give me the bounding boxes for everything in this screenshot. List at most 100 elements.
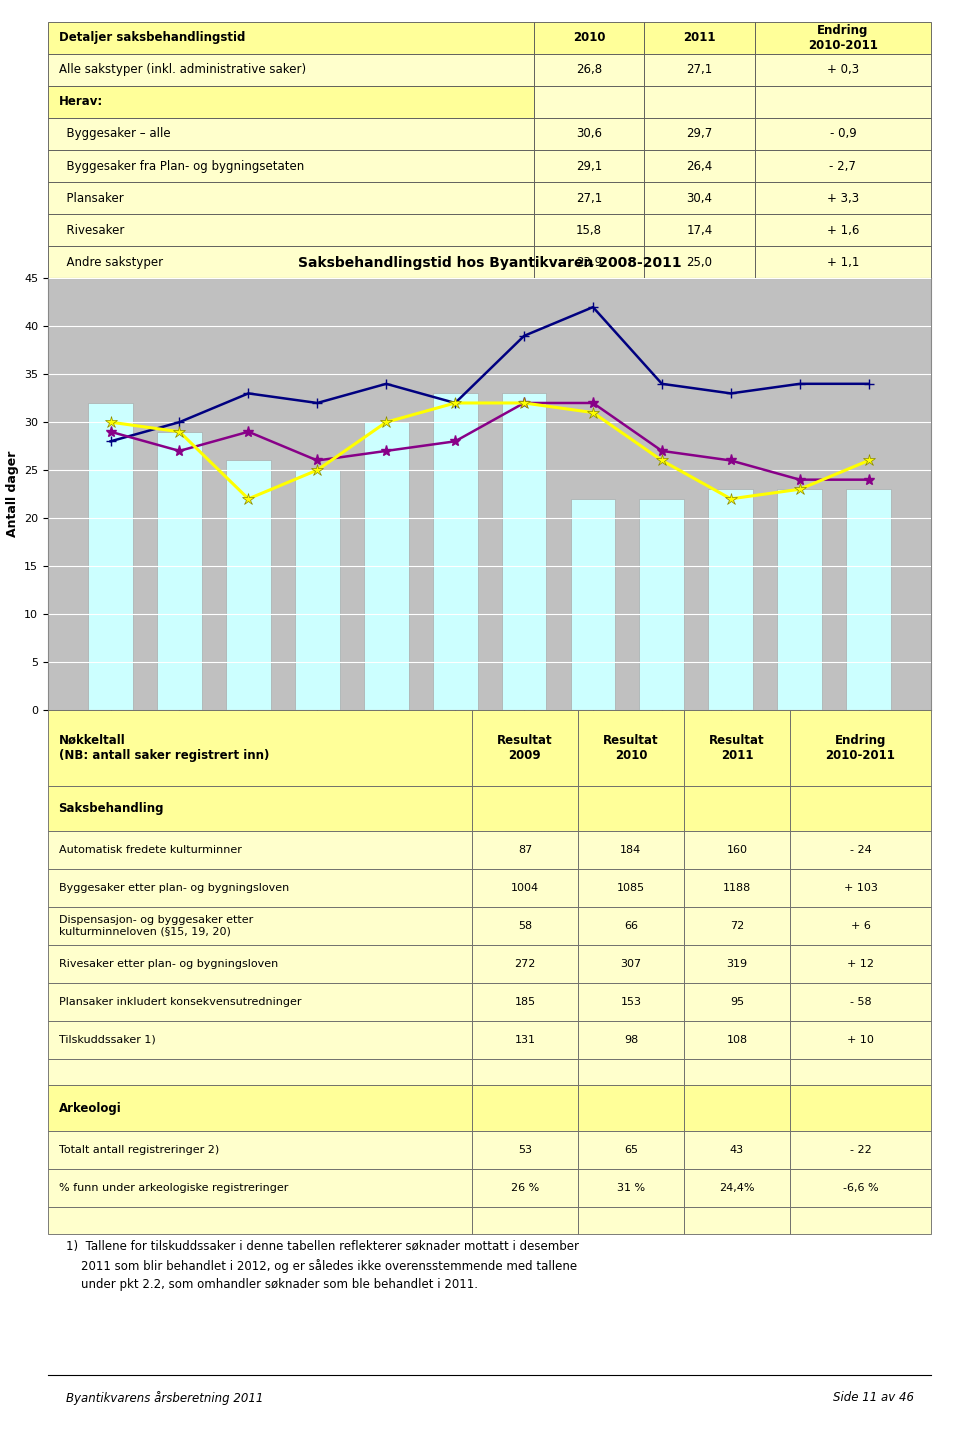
Text: 1)  Tallene for tilskuddssaker i denne tabellen reflekterer søknader mottatt i d: 1) Tallene for tilskuddssaker i denne ta…	[65, 1240, 579, 1290]
Bar	[472, 710, 578, 786]
Bar	[684, 1021, 790, 1058]
Bar	[684, 1207, 790, 1234]
Text: 184: 184	[620, 845, 641, 855]
Text: + 1,1: + 1,1	[827, 256, 859, 269]
2010	[380, 413, 392, 431]
Bar	[364, 422, 409, 710]
2010	[863, 452, 875, 469]
Bar	[48, 1086, 472, 1130]
2008	[725, 384, 736, 402]
Title: Saksbehandlingstid hos Byantikvaren 2008-2011: Saksbehandlingstid hos Byantikvaren 2008…	[298, 256, 682, 271]
Bar	[578, 1207, 684, 1234]
Bar	[472, 831, 578, 870]
2009	[588, 395, 599, 412]
Bar	[644, 181, 755, 215]
Text: 72: 72	[730, 922, 744, 932]
2008	[449, 395, 461, 412]
2009	[380, 442, 392, 459]
Text: 108: 108	[727, 1035, 748, 1045]
Text: Rivesaker: Rivesaker	[59, 223, 124, 236]
Bar	[755, 150, 931, 181]
Text: 27,1: 27,1	[686, 63, 712, 76]
Bar	[684, 831, 790, 870]
2008	[518, 327, 530, 344]
Bar	[502, 393, 546, 710]
Text: Tilskuddssaker 1): Tilskuddssaker 1)	[59, 1035, 156, 1045]
Text: 31 %: 31 %	[617, 1184, 645, 1192]
Text: 66: 66	[624, 922, 637, 932]
Bar	[578, 1021, 684, 1058]
Bar	[534, 215, 644, 246]
Bar	[644, 118, 755, 150]
Text: 272: 272	[515, 959, 536, 969]
Text: - 0,9: - 0,9	[829, 127, 856, 141]
Bar	[48, 984, 472, 1021]
Bar	[578, 831, 684, 870]
Bar	[472, 1130, 578, 1169]
2009	[518, 395, 530, 412]
2010	[656, 452, 667, 469]
2009	[794, 471, 805, 488]
Bar	[578, 1169, 684, 1207]
Bar	[755, 246, 931, 278]
Bar	[534, 181, 644, 215]
Text: 65: 65	[624, 1145, 637, 1155]
Bar	[684, 786, 790, 831]
2008	[656, 376, 667, 393]
Text: 2011: 2011	[684, 32, 715, 45]
Bar	[684, 945, 790, 984]
Line: 2008: 2008	[106, 302, 874, 446]
Bar	[48, 86, 534, 118]
Text: 26 %: 26 %	[511, 1184, 540, 1192]
Bar	[472, 945, 578, 984]
Text: Saksbehandling: Saksbehandling	[59, 802, 164, 815]
Bar	[534, 22, 644, 53]
2010	[105, 413, 116, 431]
2008	[794, 376, 805, 393]
2008	[588, 298, 599, 315]
Bar	[644, 215, 755, 246]
Text: Nøkkeltall
(NB: antall saker registrert inn): Nøkkeltall (NB: antall saker registrert …	[59, 734, 269, 762]
Bar	[226, 461, 271, 710]
Text: 30,4: 30,4	[686, 192, 712, 204]
Text: + 6: + 6	[851, 922, 871, 932]
Bar	[472, 1021, 578, 1058]
2010	[588, 405, 599, 422]
Text: Rivesaker etter plan- og bygningsloven: Rivesaker etter plan- og bygningsloven	[59, 959, 277, 969]
Bar	[472, 1086, 578, 1130]
Text: Resultat
2009: Resultat 2009	[497, 734, 553, 762]
Text: Byggesaker fra Plan- og bygningsetaten: Byggesaker fra Plan- og bygningsetaten	[59, 160, 304, 173]
Bar	[684, 907, 790, 945]
Bar	[778, 490, 822, 710]
Legend: 2011, 2008, 2009, 2010: 2011, 2008, 2009, 2010	[342, 819, 637, 842]
Bar	[755, 181, 931, 215]
2010	[449, 395, 461, 412]
Bar	[578, 1086, 684, 1130]
Text: 15,8: 15,8	[576, 223, 602, 236]
Text: 153: 153	[620, 996, 641, 1007]
Bar	[48, 1130, 472, 1169]
Bar	[684, 1130, 790, 1169]
Bar	[790, 786, 931, 831]
Text: Byggesaker – alle: Byggesaker – alle	[59, 127, 170, 141]
Text: -6,6 %: -6,6 %	[843, 1184, 878, 1192]
Bar	[790, 945, 931, 984]
Bar	[684, 870, 790, 907]
Text: 1004: 1004	[511, 883, 539, 893]
Text: Herav:: Herav:	[59, 95, 103, 108]
Text: 26,8: 26,8	[576, 63, 602, 76]
Bar	[48, 1207, 472, 1234]
2009	[243, 423, 254, 441]
Bar	[790, 1207, 931, 1234]
Bar	[433, 393, 477, 710]
Bar	[644, 22, 755, 53]
Bar	[578, 1130, 684, 1169]
Bar	[790, 710, 931, 786]
Text: - 22: - 22	[850, 1145, 872, 1155]
Bar	[578, 870, 684, 907]
Bar	[644, 150, 755, 181]
Text: 2010: 2010	[573, 32, 605, 45]
Bar	[684, 984, 790, 1021]
Bar	[790, 1169, 931, 1207]
Line: 2010: 2010	[105, 397, 875, 505]
